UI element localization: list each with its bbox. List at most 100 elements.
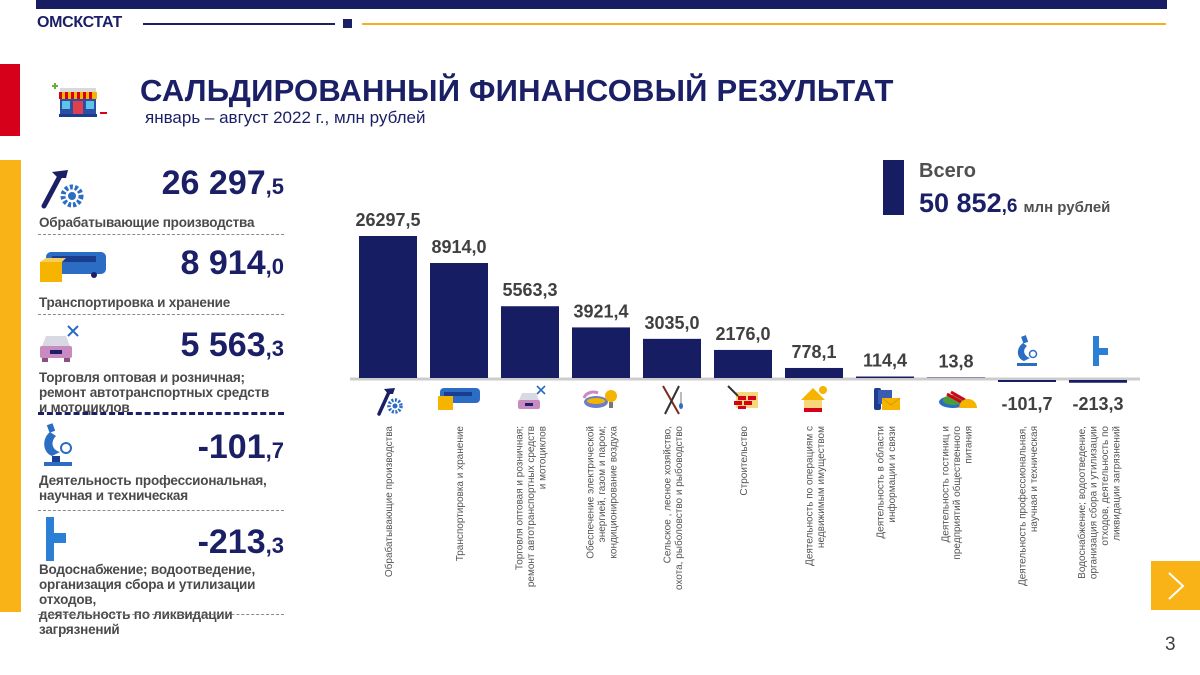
bar-2 [501,306,559,378]
category-label-line: Торговля оптовая и розничная; [515,426,526,570]
category-label-7: Деятельность в области информации и связи [874,426,898,539]
bar-8 [927,377,985,378]
highlight-label: Водоснабжение; водоотведение, организаци… [39,562,284,637]
category-label-line: ликвидации загрязнений [1111,426,1122,541]
category-label-line: Деятельность в области [874,426,886,539]
hammer-gear-icon [377,388,403,416]
category-label-line: Обеспечение электрической [585,426,597,559]
card-divider [38,314,284,315]
construction-icon [727,385,758,409]
data-label-4: 3035,0 [644,313,699,333]
bar-10 [1069,380,1127,383]
category-label-line: ремонт автотранспортных средств [526,426,537,587]
label-line: ремонт автотранспортных средств [39,385,270,400]
category-label-1: Транспортировка и хранение [455,426,466,562]
label-line: научная и техническая [39,488,188,503]
highlight-label: Торговля оптовая и розничная; ремонт авт… [39,370,269,415]
card-divider-bold [38,412,284,415]
label-line: организация сбора и утилизации отходов, [39,577,256,607]
highlight-label: Обрабатывающие производства [39,215,255,230]
highlight-card-trade: 5 563,3 Торговля оптовая и розничная; ре… [38,320,284,415]
category-label-line: Деятельность по операциям с [804,426,815,566]
gold-side-bar [0,160,21,612]
card-divider [38,234,284,235]
total-value: 50 852,6 млн рублей [919,188,1111,218]
pipe-icon [1093,336,1108,366]
brand-name: ОМСКСТАТ [37,14,122,31]
category-label-2: Торговля оптовая и розничная; ремонт авто… [515,426,549,587]
highlight-value: -213,3 [197,523,284,561]
car-repair-icon [518,385,546,409]
bar-1 [430,263,488,378]
highlight-value: 26 297,5 [161,164,284,202]
power-icon [582,390,617,408]
label-line: Торговля оптовая и розничная; [39,370,245,385]
bar-4 [643,338,701,378]
category-label-line: и мотоциклов [538,426,549,489]
page-number: 3 [1165,634,1176,655]
page-subtitle: январь – август 2022 г., млн рублей [145,108,426,127]
category-label-line: предприятий общественного [951,426,963,560]
phone-mail-icon [874,388,901,410]
highlight-label: Деятельность профессиональная, научная и… [39,473,267,503]
highlight-label: Транспортировка и хранение [39,295,231,310]
category-label-line: питания [964,426,975,464]
header-square [343,19,352,28]
data-label-6: 778,1 [791,342,836,362]
category-label-line: охота, рыболовство и рыбоводство [673,426,685,590]
category-label-line: отходов, деятельность по [1100,426,1111,546]
highlight-value: 5 563,3 [180,326,284,364]
category-label-line: Водоснабжение; водоотведение, [1076,426,1088,579]
data-label-0: 26297,5 [355,210,420,230]
category-label-line: Транспортировка и хранение [455,426,466,562]
category-label-line: Деятельность профессиональная, [1016,426,1028,586]
real-estate-icon [801,386,827,412]
bar-7 [856,376,914,378]
data-label-3: 3921,4 [573,301,628,321]
category-label-9: Деятельность профессиональная, научная и … [1016,426,1040,586]
fishing-hunting-icon [662,385,683,415]
total-marker [883,160,904,215]
header-divider-navy [143,23,335,25]
category-label-10: Водоснабжение; водоотведение, организация… [1076,426,1123,579]
data-label-8: 13,8 [938,352,973,372]
category-label-line: Строительство [739,426,750,496]
microscope-icon [1017,335,1038,366]
highlight-card-transport: 8 914,0 Транспортировка и хранение [38,240,284,312]
data-label-1: 8914,0 [431,237,486,257]
chevron-right-icon [1167,571,1184,600]
data-label-7: 114,4 [863,351,907,371]
category-label-line: информации и связи [886,426,898,523]
category-label-4: Сельское , лесное хозяйство, охота, рыбол… [662,426,685,590]
red-accent-tab [0,64,20,136]
category-label-8: Деятельность гостиниц и предприятий общес… [941,426,975,560]
bar-0 [359,236,417,378]
highlight-card-water: -213,3 Водоснабжение; водоотведение, орг… [38,515,284,637]
car-repair-icon [40,325,79,362]
bus-box-icon [438,388,480,410]
highlight-card-professional: -101,7 Деятельность профессиональная, на… [38,420,284,504]
category-label-line: кондиционирование воздуха [609,426,620,559]
label-line: деятельность по ликвидации загрязнений [39,607,233,637]
data-label-2: 5563,3 [502,280,557,300]
category-label-line: научная и техническая [1029,426,1040,532]
category-label-line: энергией, газом и паром; [597,426,608,542]
hammer-gear-icon [41,170,84,209]
data-label-9: -101,7 [1001,394,1052,414]
highlight-value: -101,7 [197,428,284,466]
category-label-line: Обрабатывающие производства [383,426,395,578]
category-label-line: недвижимым имуществом [816,426,827,548]
data-label-5: 2176,0 [715,324,770,344]
pipe-icon [46,517,66,561]
food-icon [939,390,977,408]
bus-box-icon [40,252,106,282]
next-slide-button[interactable] [1151,561,1200,610]
category-label-0: Обрабатывающие производства [383,426,395,578]
category-label-6: Деятельность по операциям с недвижимым им… [804,426,827,566]
category-label-line: Сельское , лесное хозяйство, [662,426,673,563]
label-line: и мотоциклов [39,400,130,415]
total-label: Всего [919,160,976,182]
label-line: Деятельность профессиональная, [39,473,267,488]
category-label-line: Деятельность гостиниц и [941,426,952,543]
card-divider [38,510,284,511]
